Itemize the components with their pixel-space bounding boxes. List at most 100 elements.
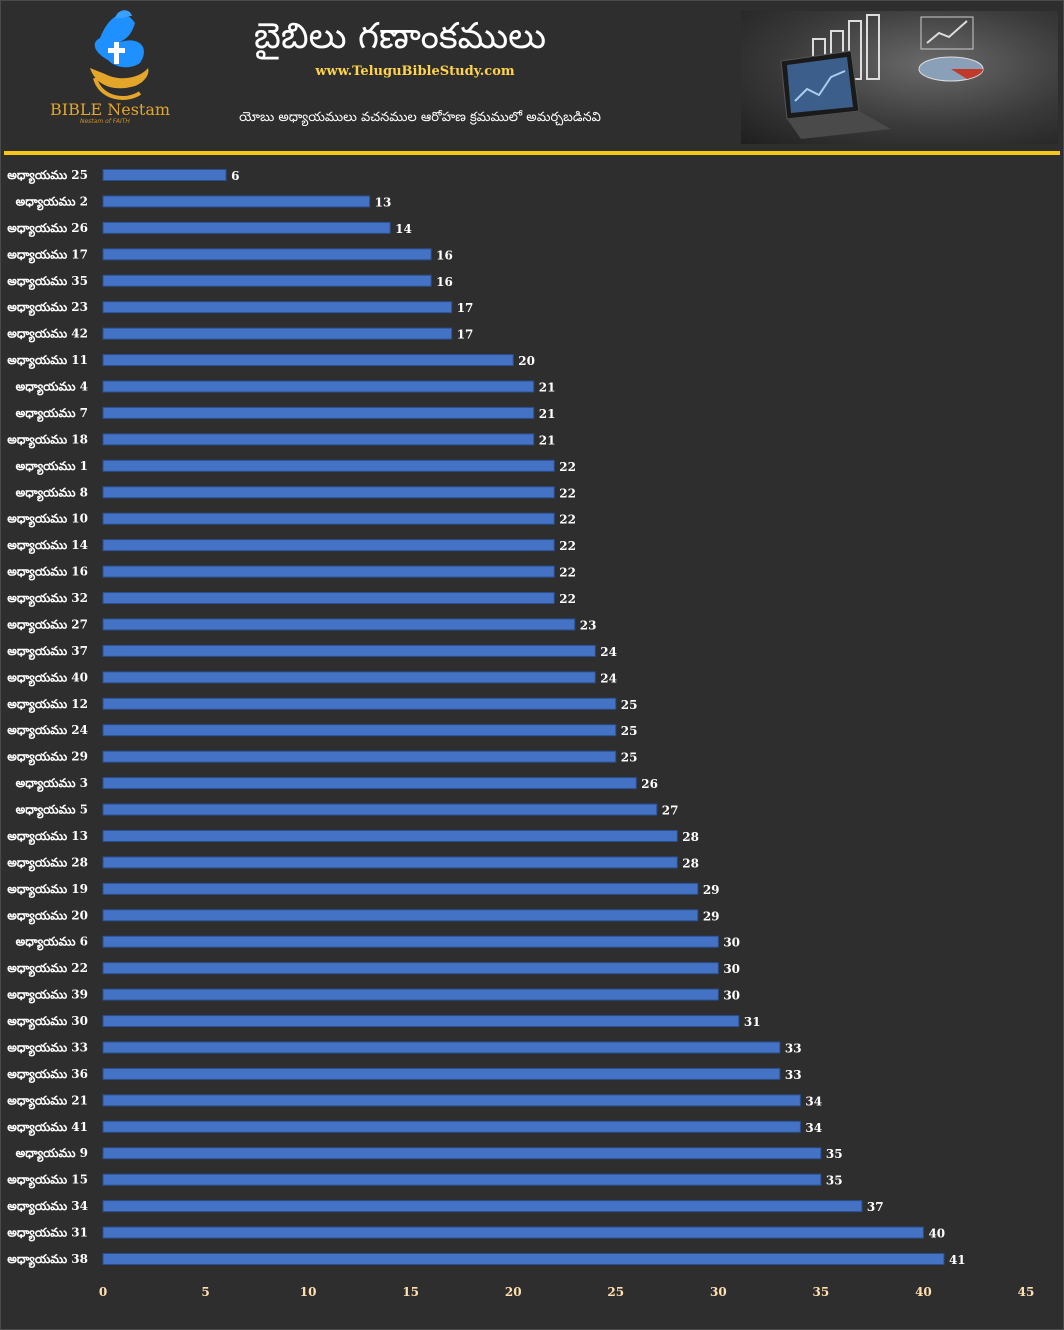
data-label: 21	[539, 381, 556, 395]
category-label: అధ్యాయము 8	[16, 485, 88, 501]
category-label: అధ్యాయము 32	[7, 591, 88, 607]
bar	[102, 1094, 801, 1107]
data-label: 37	[867, 1200, 884, 1214]
website-link[interactable]: www.TeluguBibleStudy.com	[315, 64, 515, 79]
category-label: అధ్యాయము 22	[7, 961, 88, 977]
data-label: 25	[621, 751, 638, 765]
category-label: అధ్యాయము 9	[16, 1146, 88, 1162]
bar	[102, 882, 699, 895]
data-label: 34	[805, 1094, 822, 1108]
bar	[102, 380, 535, 393]
page-subtitle: యోబు అధ్యాయములు వచనముల ఆరోహణ క్రమములో అమ…	[239, 110, 601, 125]
bar	[102, 195, 371, 208]
data-label: 25	[621, 724, 638, 738]
category-label: అధ్యాయము 20	[7, 908, 88, 924]
x-tick-label: 35	[813, 1285, 830, 1299]
bar	[102, 169, 227, 181]
bar	[102, 1200, 863, 1213]
bar	[102, 1067, 781, 1080]
category-label: అధ్యాయము 11	[7, 353, 88, 369]
x-tick-label: 20	[505, 1285, 522, 1299]
data-label: 16	[436, 275, 453, 289]
category-label: అధ్యాయము 37	[7, 644, 88, 660]
category-label: అధ్యాయము 14	[7, 538, 88, 554]
category-label: అధ్యాయము 16	[7, 565, 88, 581]
bar	[102, 803, 658, 816]
logo-text: BIBLE Nestam	[50, 100, 171, 119]
category-label: అధ్యాయము 41	[7, 1120, 88, 1136]
data-label: 6	[231, 169, 239, 183]
data-label: 27	[662, 804, 679, 818]
data-label: 30	[723, 962, 740, 976]
data-label: 31	[744, 1015, 761, 1029]
bar	[102, 565, 555, 578]
data-label: 22	[559, 513, 576, 527]
data-label: 21	[539, 433, 556, 447]
data-label: 28	[682, 830, 699, 844]
dove-cross-hand-icon	[90, 10, 149, 100]
category-label: అధ్యాయము 13	[7, 829, 88, 845]
data-label: 23	[580, 618, 597, 632]
category-label: అధ్యాయము 17	[7, 247, 88, 263]
data-label: 16	[436, 248, 453, 262]
bar	[102, 909, 699, 922]
data-label: 20	[518, 354, 535, 368]
data-label: 29	[703, 909, 720, 923]
bar	[102, 777, 637, 790]
bar	[102, 592, 555, 605]
category-label: అధ్యాయము 38	[7, 1252, 88, 1268]
data-label: 28	[682, 856, 699, 870]
bar	[102, 274, 432, 287]
category-label: అధ్యాయము 31	[7, 1226, 88, 1242]
data-label: 13	[375, 195, 392, 209]
data-label: 22	[559, 566, 576, 580]
bar	[102, 697, 617, 710]
category-label: అధ్యాయము 36	[7, 1067, 88, 1083]
data-label: 33	[785, 1041, 802, 1055]
bar	[102, 618, 576, 631]
category-label: అధ్యాయము 34	[7, 1199, 88, 1215]
bar	[102, 1015, 740, 1028]
logo-tagline: Nestam of FAITH	[80, 118, 130, 125]
bar	[102, 221, 391, 234]
x-tick-label: 5	[201, 1285, 209, 1299]
x-tick-label: 45	[1018, 1285, 1035, 1299]
category-label: అధ్యాయము 26	[7, 221, 88, 237]
category-label: అధ్యాయము 1	[16, 459, 88, 475]
bar	[102, 433, 535, 446]
data-label: 29	[703, 883, 720, 897]
data-label: 24	[600, 671, 617, 685]
category-label: అధ్యాయము 6	[16, 935, 88, 951]
bar	[102, 327, 453, 340]
bar	[102, 248, 432, 261]
bar	[102, 750, 617, 763]
bar	[102, 935, 719, 948]
data-label: 22	[559, 592, 576, 606]
x-tick-label: 10	[300, 1285, 317, 1299]
data-label: 22	[559, 460, 576, 474]
category-label: అధ్యాయము 40	[7, 670, 88, 686]
data-label: 26	[641, 777, 658, 791]
category-label: అధ్యాయము 39	[7, 988, 88, 1004]
bar	[102, 988, 719, 1001]
data-label: 33	[785, 1068, 802, 1082]
header-divider	[4, 151, 1060, 155]
category-label: అధ్యాయము 27	[7, 617, 88, 633]
bar	[102, 1173, 822, 1186]
data-label: 21	[539, 407, 556, 421]
category-label: అధ్యాయము 15	[7, 1173, 88, 1189]
x-tick-label: 15	[402, 1285, 419, 1299]
category-label: అధ్యాయము 4	[16, 380, 88, 396]
data-label: 25	[621, 698, 638, 712]
bar	[102, 459, 555, 472]
bar	[102, 1147, 822, 1160]
bar	[102, 354, 514, 367]
bar	[102, 856, 678, 869]
data-label: 24	[600, 645, 617, 659]
bar	[102, 406, 535, 419]
data-label: 22	[559, 486, 576, 500]
bar	[102, 539, 555, 552]
category-label: అధ్యాయము 21	[7, 1093, 88, 1109]
x-tick-label: 25	[607, 1285, 624, 1299]
